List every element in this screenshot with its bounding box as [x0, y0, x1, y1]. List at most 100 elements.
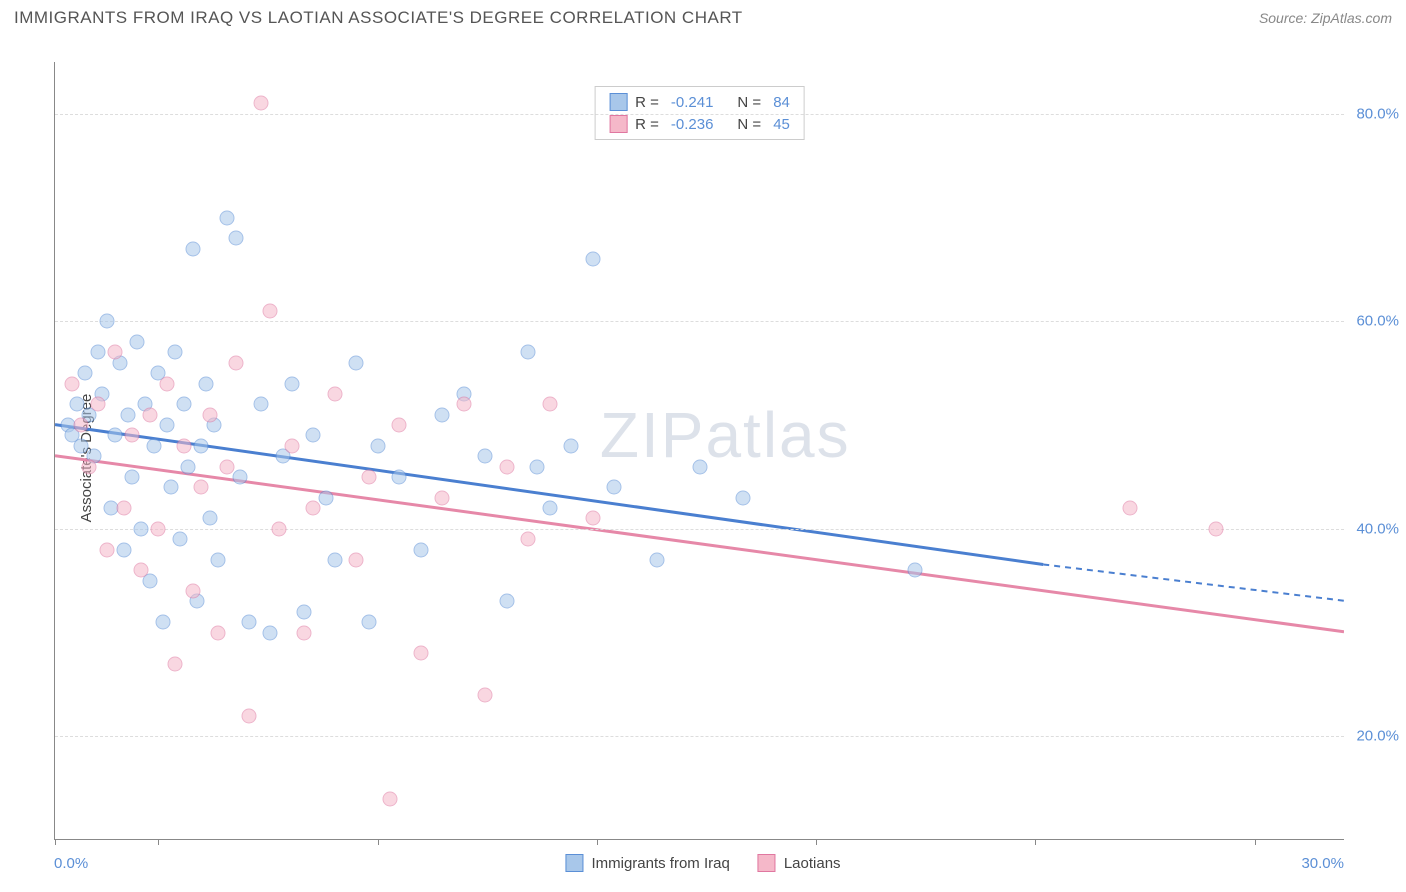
x-tick — [1255, 839, 1256, 845]
scatter-point — [129, 335, 144, 350]
scatter-point — [99, 314, 114, 329]
scatter-point — [159, 376, 174, 391]
scatter-point — [177, 397, 192, 412]
scatter-point — [254, 96, 269, 111]
scatter-point — [499, 459, 514, 474]
scatter-point — [435, 407, 450, 422]
scatter-point — [1209, 521, 1224, 536]
series-legend: Immigrants from Iraq Laotians — [565, 854, 840, 872]
scatter-point — [69, 397, 84, 412]
scatter-point — [198, 376, 213, 391]
scatter-point — [142, 407, 157, 422]
y-tick-label: 80.0% — [1356, 105, 1399, 122]
gridline — [55, 321, 1344, 322]
scatter-point — [318, 490, 333, 505]
scatter-point — [585, 511, 600, 526]
scatter-point — [306, 428, 321, 443]
n-value: 45 — [773, 116, 790, 133]
scatter-point — [392, 469, 407, 484]
scatter-point — [116, 501, 131, 516]
scatter-point — [99, 542, 114, 557]
chart-container: Associate's Degree ZIPatlas R =-0.241N =… — [14, 38, 1392, 878]
r-label: R = — [635, 94, 659, 111]
x-axis-min-label: 0.0% — [54, 855, 88, 872]
scatter-point — [297, 625, 312, 640]
scatter-point — [159, 418, 174, 433]
plot-area: ZIPatlas R =-0.241N =84R =-0.236N =45 80… — [54, 62, 1344, 840]
scatter-point — [172, 532, 187, 547]
scatter-point — [271, 521, 286, 536]
n-value: 84 — [773, 94, 790, 111]
scatter-point — [542, 501, 557, 516]
r-value: -0.236 — [671, 116, 714, 133]
y-tick-label: 60.0% — [1356, 313, 1399, 330]
scatter-point — [211, 625, 226, 640]
scatter-point — [349, 355, 364, 370]
scatter-point — [151, 521, 166, 536]
scatter-point — [220, 459, 235, 474]
legend-row: R = -0.241 N = 84 — [609, 91, 790, 113]
scatter-point — [116, 542, 131, 557]
y-tick-label: 20.0% — [1356, 728, 1399, 745]
scatter-point — [499, 594, 514, 609]
scatter-point — [91, 397, 106, 412]
n-label: N = — [737, 94, 761, 111]
scatter-point — [456, 397, 471, 412]
scatter-point — [284, 438, 299, 453]
trend-line — [55, 456, 1344, 632]
scatter-point — [125, 469, 140, 484]
scatter-point — [65, 376, 80, 391]
scatter-point — [155, 615, 170, 630]
scatter-point — [185, 584, 200, 599]
scatter-point — [82, 459, 97, 474]
scatter-point — [73, 418, 88, 433]
scatter-point — [306, 501, 321, 516]
scatter-point — [349, 552, 364, 567]
x-tick — [597, 839, 598, 845]
scatter-point — [73, 438, 88, 453]
scatter-point — [284, 376, 299, 391]
x-tick — [158, 839, 159, 845]
scatter-point — [168, 345, 183, 360]
scatter-point — [228, 231, 243, 246]
scatter-point — [125, 428, 140, 443]
scatter-point — [435, 490, 450, 505]
trend-line-extrapolated — [1043, 564, 1344, 600]
legend-swatch — [565, 854, 583, 872]
scatter-point — [521, 532, 536, 547]
scatter-point — [91, 345, 106, 360]
scatter-point — [108, 345, 123, 360]
scatter-point — [254, 397, 269, 412]
scatter-point — [392, 418, 407, 433]
scatter-point — [211, 552, 226, 567]
scatter-point — [542, 397, 557, 412]
scatter-point — [693, 459, 708, 474]
scatter-point — [327, 552, 342, 567]
scatter-point — [564, 438, 579, 453]
legend-row: R =-0.236N =45 — [609, 113, 790, 135]
r-value: -0.241 — [671, 94, 714, 111]
x-tick — [1035, 839, 1036, 845]
legend-label: Laotians — [784, 855, 841, 872]
scatter-point — [168, 656, 183, 671]
scatter-point — [121, 407, 136, 422]
scatter-point — [146, 438, 161, 453]
legend-item: Laotians — [758, 854, 841, 872]
scatter-point — [327, 386, 342, 401]
y-tick-label: 40.0% — [1356, 520, 1399, 537]
scatter-point — [134, 521, 149, 536]
scatter-point — [263, 625, 278, 640]
scatter-point — [478, 687, 493, 702]
scatter-point — [521, 345, 536, 360]
gridline — [55, 736, 1344, 737]
scatter-point — [232, 469, 247, 484]
scatter-point — [370, 438, 385, 453]
n-label: N = — [737, 116, 761, 133]
scatter-point — [650, 552, 665, 567]
scatter-point — [263, 303, 278, 318]
scatter-point — [202, 511, 217, 526]
scatter-point — [413, 646, 428, 661]
legend-item: Immigrants from Iraq — [565, 854, 729, 872]
legend-swatch — [758, 854, 776, 872]
scatter-point — [585, 252, 600, 267]
